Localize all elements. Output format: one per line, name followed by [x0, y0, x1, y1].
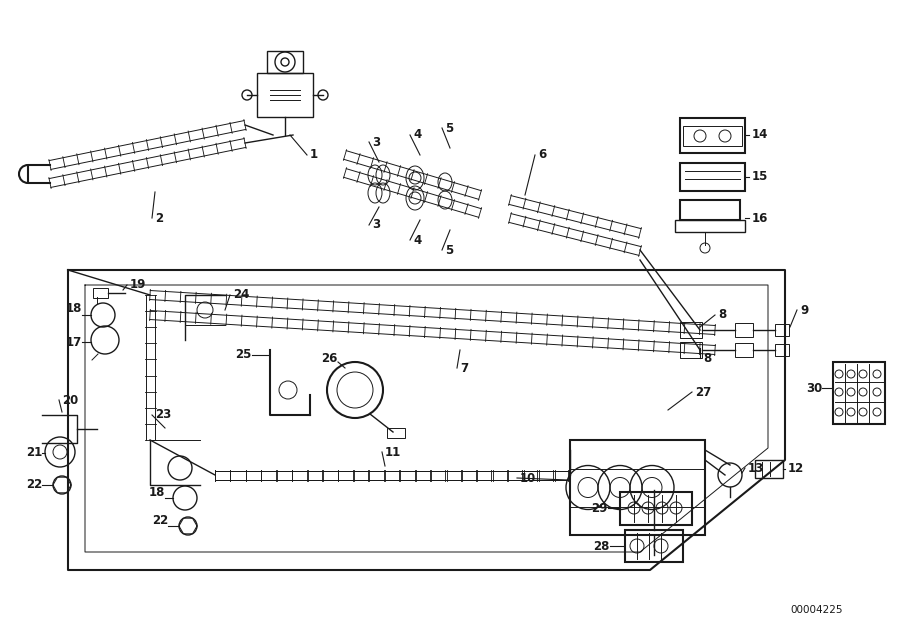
Text: 27: 27: [695, 385, 711, 399]
Text: 8: 8: [703, 352, 711, 364]
Bar: [735, 343, 753, 357]
Text: 3: 3: [372, 135, 380, 149]
Text: 7: 7: [460, 361, 468, 375]
Text: 20: 20: [62, 394, 78, 406]
Bar: [93, 288, 108, 298]
Bar: [680, 118, 745, 153]
Bar: [257, 73, 313, 117]
Text: 8: 8: [718, 309, 726, 321]
Text: 28: 28: [594, 540, 610, 552]
Bar: [625, 530, 683, 562]
Text: 12: 12: [788, 462, 805, 476]
Text: 26: 26: [321, 352, 338, 364]
Bar: [683, 126, 742, 146]
Text: 18: 18: [66, 302, 82, 314]
Text: 1: 1: [310, 149, 318, 161]
Bar: [570, 440, 705, 535]
Text: 22: 22: [26, 479, 42, 491]
Text: 3: 3: [372, 218, 380, 232]
Bar: [680, 200, 740, 220]
Bar: [387, 428, 405, 438]
Bar: [833, 362, 885, 424]
Text: 24: 24: [233, 288, 249, 302]
Text: 30: 30: [806, 382, 822, 394]
Bar: [680, 342, 702, 358]
Text: 17: 17: [66, 335, 82, 349]
Text: 00004225: 00004225: [790, 605, 842, 615]
Text: 25: 25: [236, 349, 252, 361]
Text: 5: 5: [445, 121, 454, 135]
Text: 19: 19: [130, 279, 147, 291]
Text: 4: 4: [413, 234, 421, 246]
Text: 21: 21: [26, 446, 42, 460]
Text: 13: 13: [748, 462, 764, 474]
Bar: [755, 460, 783, 478]
Bar: [675, 220, 745, 232]
Text: 16: 16: [752, 211, 769, 225]
Text: 2: 2: [155, 211, 163, 225]
Text: 4: 4: [413, 128, 421, 142]
Bar: [267, 51, 303, 73]
Text: 18: 18: [148, 486, 165, 498]
Bar: [680, 322, 702, 338]
Text: 14: 14: [752, 128, 769, 142]
Text: 6: 6: [538, 149, 546, 161]
Text: 5: 5: [445, 243, 454, 257]
Bar: [775, 344, 789, 356]
Bar: [680, 163, 745, 191]
Text: 9: 9: [800, 304, 808, 316]
Text: 29: 29: [591, 502, 608, 514]
Text: 10: 10: [520, 472, 536, 485]
Bar: [620, 492, 692, 525]
Text: 23: 23: [155, 408, 171, 422]
Text: 15: 15: [752, 171, 769, 184]
Text: 22: 22: [152, 514, 168, 526]
Bar: [735, 323, 753, 337]
Text: 11: 11: [385, 446, 401, 458]
Bar: [775, 324, 789, 336]
